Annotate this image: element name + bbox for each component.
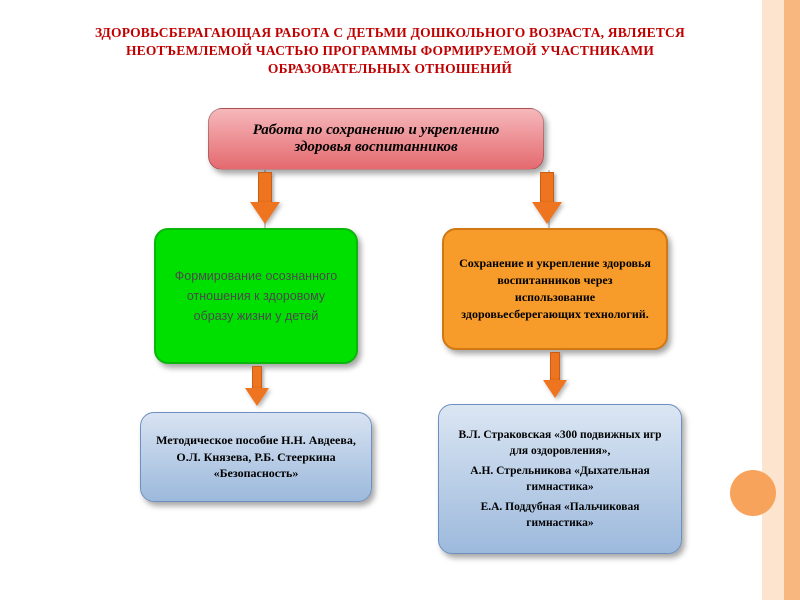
arrow-down-icon: [543, 380, 567, 398]
arrow-down-icon: [258, 172, 272, 204]
node-green-label: Формирование осознанного отношения к здо…: [170, 266, 342, 326]
node-orange-label: Сохранение и укрепление здоровья воспита…: [458, 255, 652, 322]
arrow-down-icon: [532, 202, 562, 224]
arrow-down-icon: [245, 388, 269, 406]
node-blue-left-label: Методическое пособие Н.Н. Авдеева, О.Л. …: [155, 432, 357, 482]
node-top-label: Работа по сохранению и укреплению здоров…: [223, 122, 529, 156]
arrow-down-icon: [540, 172, 554, 204]
corner-circle-icon: [730, 470, 776, 516]
node-blue-right: В.Л. Страковская «300 подвижных игр для …: [438, 404, 682, 554]
book-item: В.Л. Страковская «300 подвижных игр для …: [453, 427, 667, 459]
book-item: А.Н. Стрельникова «Дыхательная гимнастик…: [453, 463, 667, 495]
arrow-down-icon: [550, 352, 560, 382]
node-top: Работа по сохранению и укреплению здоров…: [208, 108, 544, 170]
node-green: Формирование осознанного отношения к здо…: [154, 228, 358, 364]
book-item: Е.А. Поддубная «Пальчиковая гимнастика»: [453, 499, 667, 531]
arrow-down-icon: [250, 202, 280, 224]
node-orange: Сохранение и укрепление здоровья воспита…: [442, 228, 668, 350]
accent-dark: [784, 0, 800, 600]
slide-title: ЗДОРОВЬСБЕРАГАЮЩАЯ РАБОТА С ДЕТЬМИ ДОШКО…: [60, 24, 720, 79]
arrow-down-icon: [252, 366, 262, 390]
slide: ЗДОРОВЬСБЕРАГАЮЩАЯ РАБОТА С ДЕТЬМИ ДОШКО…: [0, 0, 800, 600]
node-blue-left: Методическое пособие Н.Н. Авдеева, О.Л. …: [140, 412, 372, 502]
